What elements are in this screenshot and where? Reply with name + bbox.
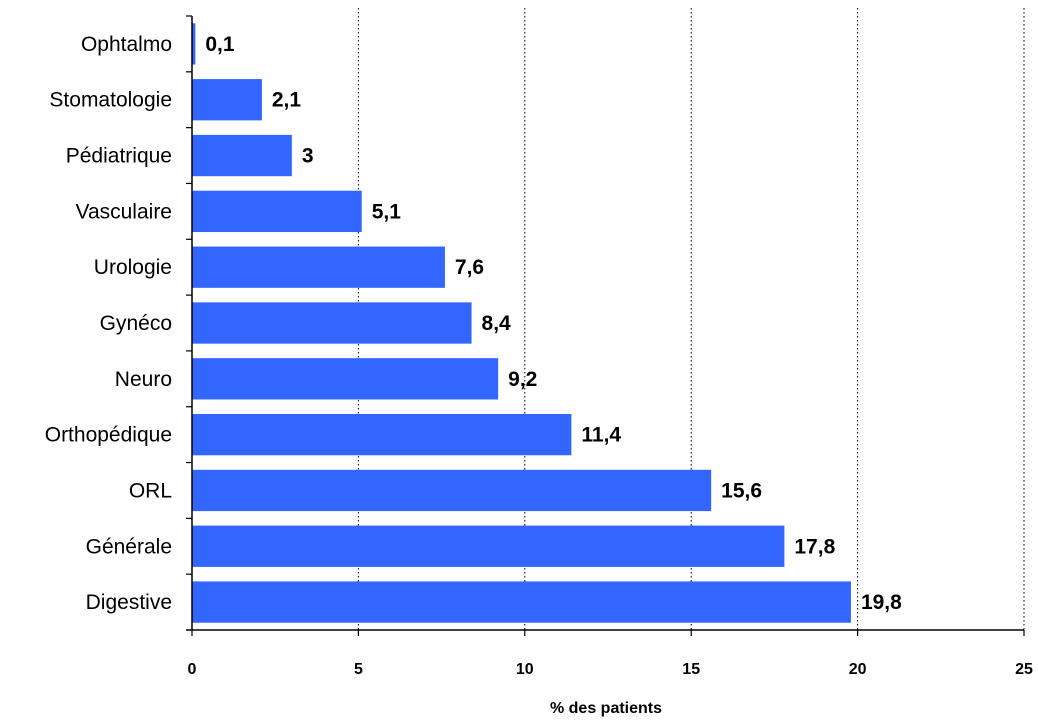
x-tick-label: 0 xyxy=(188,661,197,678)
category-label: Stomatologie xyxy=(49,89,172,112)
data-label: 3 xyxy=(302,145,314,168)
bar xyxy=(192,581,851,623)
bar xyxy=(192,246,445,288)
bar xyxy=(192,525,785,567)
category-label: Digestive xyxy=(86,591,172,614)
data-label: 0,1 xyxy=(205,33,235,56)
category-label: Vasculaire xyxy=(76,200,173,223)
labels: 0 5 10 15 20 25 Ophtalmo 0,1 Stomatologie 2,1 Pédi… xyxy=(45,33,1033,678)
bar xyxy=(192,23,196,65)
data-label: 7,6 xyxy=(455,256,484,279)
bars xyxy=(192,23,851,623)
category-label: Urologie xyxy=(94,256,172,279)
category-label: Ophtalmo xyxy=(81,33,172,56)
data-label: 11,4 xyxy=(581,424,621,447)
x-axis-title: % des patients xyxy=(550,700,662,717)
category-label: ORL xyxy=(129,479,172,502)
data-label: 9,2 xyxy=(508,368,537,391)
bar xyxy=(192,413,572,456)
axes xyxy=(186,15,1025,636)
bar xyxy=(192,358,499,400)
data-label: 17,8 xyxy=(794,535,835,558)
data-label: 19,8 xyxy=(861,591,902,614)
category-label: Neuro xyxy=(115,368,172,391)
x-tick-label: 15 xyxy=(682,661,700,678)
category-label: Gynéco xyxy=(100,312,172,335)
category-label: Générale xyxy=(86,535,172,558)
bar xyxy=(192,469,712,512)
x-tick-label: 20 xyxy=(849,661,867,678)
bar xyxy=(192,134,292,177)
category-label: Orthopédique xyxy=(45,424,172,447)
x-tick-label: 25 xyxy=(1015,661,1033,678)
data-label: 2,1 xyxy=(272,89,302,112)
data-label: 8,4 xyxy=(482,312,512,335)
category-label: Pédiatrique xyxy=(66,145,172,168)
data-label: 15,6 xyxy=(721,479,762,502)
bar xyxy=(192,302,472,344)
data-label: 5,1 xyxy=(372,200,402,223)
bar xyxy=(192,79,262,121)
x-tick-label: 10 xyxy=(516,661,534,678)
x-tick-label: 5 xyxy=(354,661,363,678)
bar xyxy=(192,190,362,233)
